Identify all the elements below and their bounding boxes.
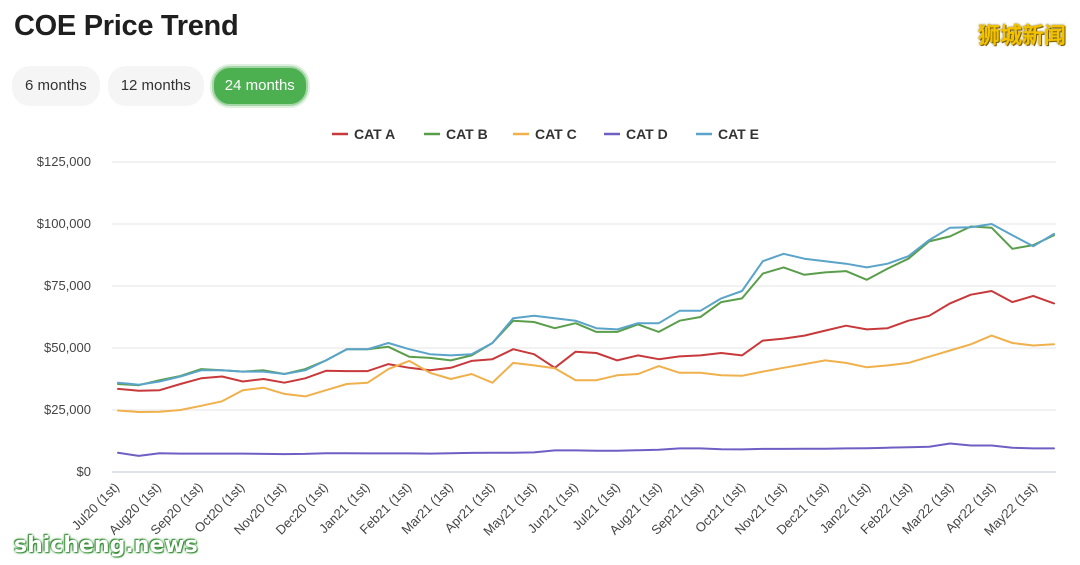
tab-6-months[interactable]: 6 months [12, 66, 100, 106]
range-tab-group: 6 months 12 months 24 months [12, 66, 308, 106]
legend-label: CAT B [446, 126, 488, 142]
legend-label: CAT E [718, 126, 759, 142]
y-tick-label: $25,000 [44, 402, 91, 417]
page-title: COE Price Trend [14, 10, 239, 42]
y-tick-label: $75,000 [44, 278, 91, 293]
legend-label: CAT A [354, 126, 395, 142]
tab-12-months[interactable]: 12 months [107, 66, 204, 106]
series-line-cat-e [117, 223, 1055, 386]
tab-24-months[interactable]: 24 months [211, 66, 308, 106]
y-tick-label: $50,000 [44, 340, 91, 355]
coe-line-chart: $0$25,000$50,000$75,000$100,000$125,000J… [37, 126, 1056, 539]
series-line-cat-d [117, 442, 1055, 457]
legend-label: CAT D [626, 126, 668, 142]
y-tick-label: $125,000 [37, 154, 91, 169]
series-line-cat-c [117, 334, 1055, 413]
watermark-logo-chinese: 狮城新闻 [977, 24, 1066, 49]
y-tick-label: $100,000 [37, 216, 91, 231]
legend-label: CAT C [535, 126, 577, 142]
series-line-cat-a [117, 290, 1055, 392]
watermark-site-url: shicheng.news [14, 533, 198, 558]
y-tick-label: $0 [77, 464, 91, 479]
